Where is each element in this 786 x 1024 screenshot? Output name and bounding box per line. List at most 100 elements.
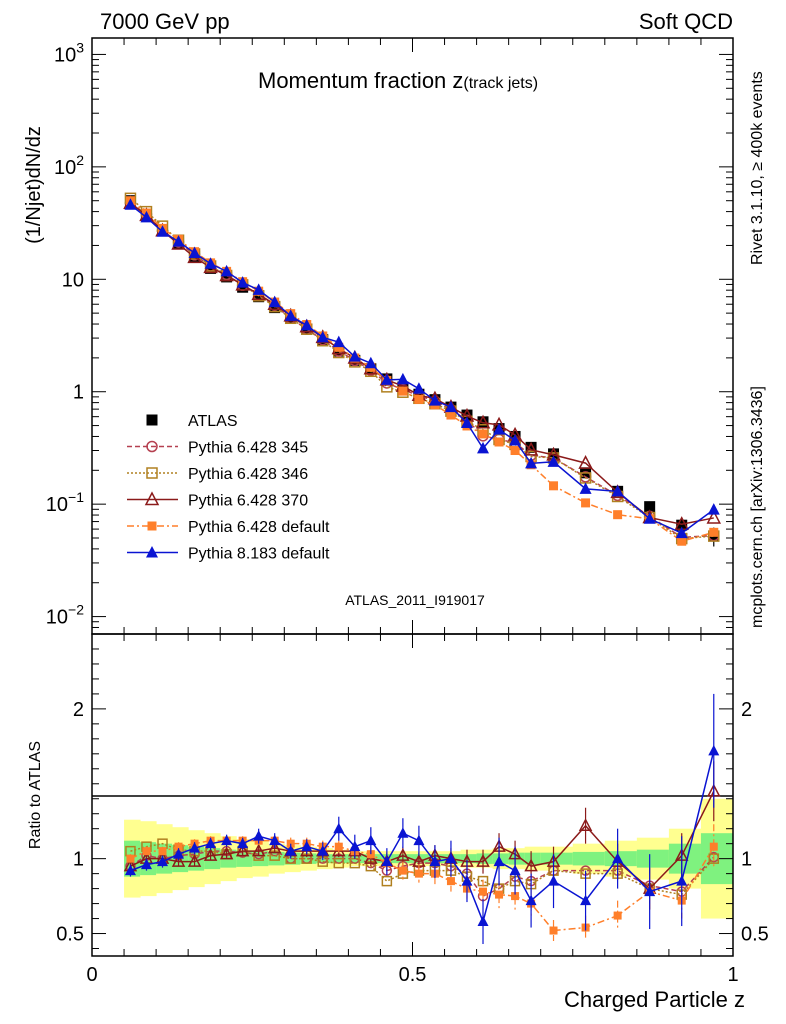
ratio-y-tick-label-right: 1 <box>741 849 752 871</box>
data-point <box>140 210 153 223</box>
data-point <box>332 335 345 348</box>
data-point <box>187 854 202 867</box>
data-point <box>334 342 344 352</box>
legend-item: Pythia 6.428 370 <box>127 491 308 510</box>
data-point <box>511 892 520 901</box>
data-point <box>413 388 425 400</box>
ratio-y-tick-label: 2 <box>73 699 84 721</box>
data-point <box>269 834 281 846</box>
legend-item: Pythia 6.428 default <box>127 519 330 536</box>
data-point <box>301 840 313 852</box>
data-point <box>235 843 250 857</box>
ratio-y-tick-label-right: 2 <box>741 699 752 721</box>
data-point <box>316 330 329 343</box>
data-point <box>365 834 377 846</box>
y-tick-label: 1 <box>73 382 84 404</box>
data-point <box>676 875 688 886</box>
data-point <box>219 846 234 860</box>
data-point <box>479 887 488 896</box>
inner-band-bin <box>492 853 510 864</box>
data-point <box>708 853 720 864</box>
data-point <box>174 842 183 851</box>
data-point <box>147 521 157 531</box>
data-point <box>269 302 281 314</box>
data-point <box>579 482 592 494</box>
series-line <box>130 200 714 543</box>
data-point <box>476 854 490 867</box>
data-point <box>708 744 720 756</box>
data-point <box>611 484 624 497</box>
data-point <box>146 467 158 479</box>
data-point <box>251 843 266 857</box>
y-tick-label: 10 <box>62 269 84 291</box>
data-point <box>523 441 539 456</box>
ratio-y-tick-label: 0.5 <box>56 924 84 946</box>
data-point <box>612 852 624 864</box>
inner-band-bin <box>572 851 606 866</box>
data-point <box>446 877 455 886</box>
series-2 <box>124 192 720 545</box>
data-point <box>252 283 265 295</box>
data-point <box>548 875 560 886</box>
data-point <box>495 890 504 899</box>
data-point <box>253 291 265 303</box>
data-point <box>644 885 656 897</box>
data-point <box>220 264 233 277</box>
data-point <box>525 456 538 469</box>
data-point <box>444 400 457 413</box>
ratio-line <box>130 842 715 896</box>
series-line <box>129 204 715 534</box>
data-point <box>477 915 489 927</box>
ratio-axes: 0.5 0.51 12 20 0.5 1 <box>56 634 769 986</box>
data-point <box>300 318 313 331</box>
data-point <box>494 437 504 447</box>
legend-item: ATLAS <box>146 413 238 430</box>
data-point <box>414 869 423 878</box>
data-point <box>707 503 720 515</box>
legend-label: Pythia 6.428 370 <box>188 493 308 510</box>
data-point <box>189 842 201 853</box>
data-point <box>676 519 688 531</box>
data-point <box>478 429 488 439</box>
y-tick-label: 102 <box>54 152 84 179</box>
rivet-label: Rivet 3.1.10, ≥ 400k events <box>749 71 766 265</box>
data-point <box>124 864 136 876</box>
data-point <box>396 848 410 861</box>
data-point <box>381 855 393 867</box>
mcplots-label: mcplots.cern.ch [arXiv:1306.3436] <box>749 386 766 628</box>
data-point <box>412 382 425 394</box>
data-point <box>317 845 329 856</box>
main-series <box>123 192 722 547</box>
data-point <box>445 852 457 864</box>
data-point <box>398 866 407 875</box>
data-point <box>146 546 158 558</box>
series-line <box>129 197 714 540</box>
data-point <box>142 847 151 856</box>
data-point <box>509 434 522 446</box>
data-point <box>644 501 656 513</box>
data-point <box>549 481 559 491</box>
data-point <box>126 854 135 863</box>
data-point <box>348 350 361 362</box>
plot-title: Momentum fraction z(track jets) <box>258 68 538 93</box>
plot-title-sub: (track jets) <box>463 75 538 92</box>
ratio-y-tick-label-right: 0.5 <box>741 924 769 946</box>
data-point <box>429 855 441 867</box>
data-point <box>158 847 167 856</box>
data-point <box>334 842 343 851</box>
data-point <box>446 410 456 420</box>
data-point <box>525 441 537 453</box>
data-point <box>381 875 393 887</box>
legend: ATLAS Pythia 6.428 345 Pythia 6.428 346 Pyt… <box>127 413 330 563</box>
data-point <box>171 854 186 867</box>
data-point <box>205 837 217 849</box>
legend-label: Pythia 8.183 default <box>188 546 330 563</box>
data-point <box>285 845 297 856</box>
analysis-label: ATLAS_2011_I919017 <box>345 592 485 608</box>
series-line <box>130 202 714 539</box>
data-point <box>221 271 233 283</box>
data-point <box>146 440 158 453</box>
data-point <box>547 455 560 467</box>
inner-band-bin <box>636 849 670 868</box>
